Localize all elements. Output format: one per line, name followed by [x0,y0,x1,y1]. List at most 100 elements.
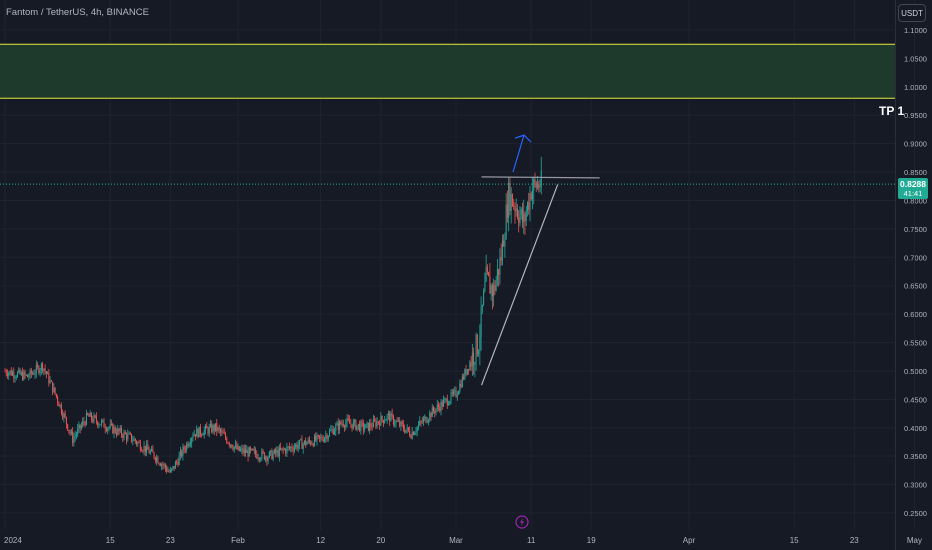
candle-body [143,445,145,451]
candle-body [340,421,342,425]
candle-body [322,439,324,442]
candle-body [33,373,35,375]
candle-body [138,442,140,444]
candle-body [263,452,265,460]
candle-body [341,423,343,425]
candle-body [69,431,71,434]
candle-body [307,439,309,443]
candle-body [18,369,20,373]
candle-body [435,408,437,413]
candle-body [163,464,165,466]
candle-body [238,446,240,451]
candle-body [227,442,229,444]
candle-body [268,451,270,458]
candle-body [427,419,429,422]
candle-body [285,449,287,454]
candle-body [450,392,452,402]
candle-body [501,240,503,261]
candle-body [526,202,528,212]
candle-body [177,462,179,465]
candle-body [75,434,77,436]
candle-body [298,440,300,446]
candle-body [336,422,338,426]
x-tick-label: 19 [587,536,596,545]
candle-body [288,446,290,449]
candle-body [35,365,37,374]
candle-body [257,458,259,459]
candle-body [465,369,467,375]
candle-body [29,370,31,377]
candle-body [158,463,160,465]
lightning-icon[interactable] [515,515,529,529]
currency-button[interactable]: USDT [898,4,926,22]
candle-body [376,421,378,427]
candle-body [25,374,27,376]
candle-body [302,443,304,449]
candle-body [255,450,257,455]
candle-body [93,415,95,422]
x-tick-label: 15 [106,536,115,545]
candle-body [359,423,361,431]
candle-body [352,421,354,429]
candle-body [337,422,339,430]
x-tick-label: Mar [449,536,463,545]
candle-body [510,194,512,211]
candle-body [411,431,413,439]
candle-body [276,450,278,454]
candle-body [321,437,323,440]
candle-body [223,433,225,435]
candle-body [198,426,200,438]
candle-body [252,448,254,451]
candle-body [496,269,498,280]
candle-body [194,434,196,437]
candle-body [191,438,193,443]
candle-body [22,372,24,380]
candle-body [389,413,391,422]
candle-body [218,427,220,430]
candle-body [9,370,11,373]
candle-body [38,366,40,373]
x-tick-label: 11 [527,536,536,545]
candle-body [327,435,329,440]
candle-body [430,412,432,417]
candle-body [197,428,199,438]
candle-body [57,396,59,403]
candle-body [79,424,81,429]
candle-body [394,423,396,425]
candle-body [64,413,66,418]
candle-body [199,426,201,435]
candle-body [176,462,178,463]
candle-body [470,362,472,367]
candle-body [102,419,104,421]
candle-body [90,412,92,420]
candle-body [384,420,386,423]
y-tick-label: 0.9000 [904,140,927,149]
candle-body [50,380,52,382]
candle-body [168,470,170,472]
candle-body [14,377,16,379]
candle-body [297,445,299,449]
candle-body [370,423,372,427]
candle-body [139,442,141,450]
candle-body [270,450,272,452]
candle-body [300,439,302,441]
x-tick-label: 12 [316,536,325,545]
candle-body [489,276,491,294]
candle-body [243,449,245,453]
candle-body [416,426,418,432]
candle-body [415,431,417,433]
candle-body [518,217,520,223]
candle-body [162,464,164,466]
candle-body [113,427,115,434]
candle-body [98,424,100,426]
candle-body [433,407,435,411]
target-label: TP 1 [879,104,905,118]
candle-body [68,430,70,432]
candle-body [230,444,232,446]
candle-body [78,424,80,429]
candle-body [382,419,384,423]
target-zone [0,44,895,99]
candle-body [441,401,443,407]
candle-body [525,211,527,221]
